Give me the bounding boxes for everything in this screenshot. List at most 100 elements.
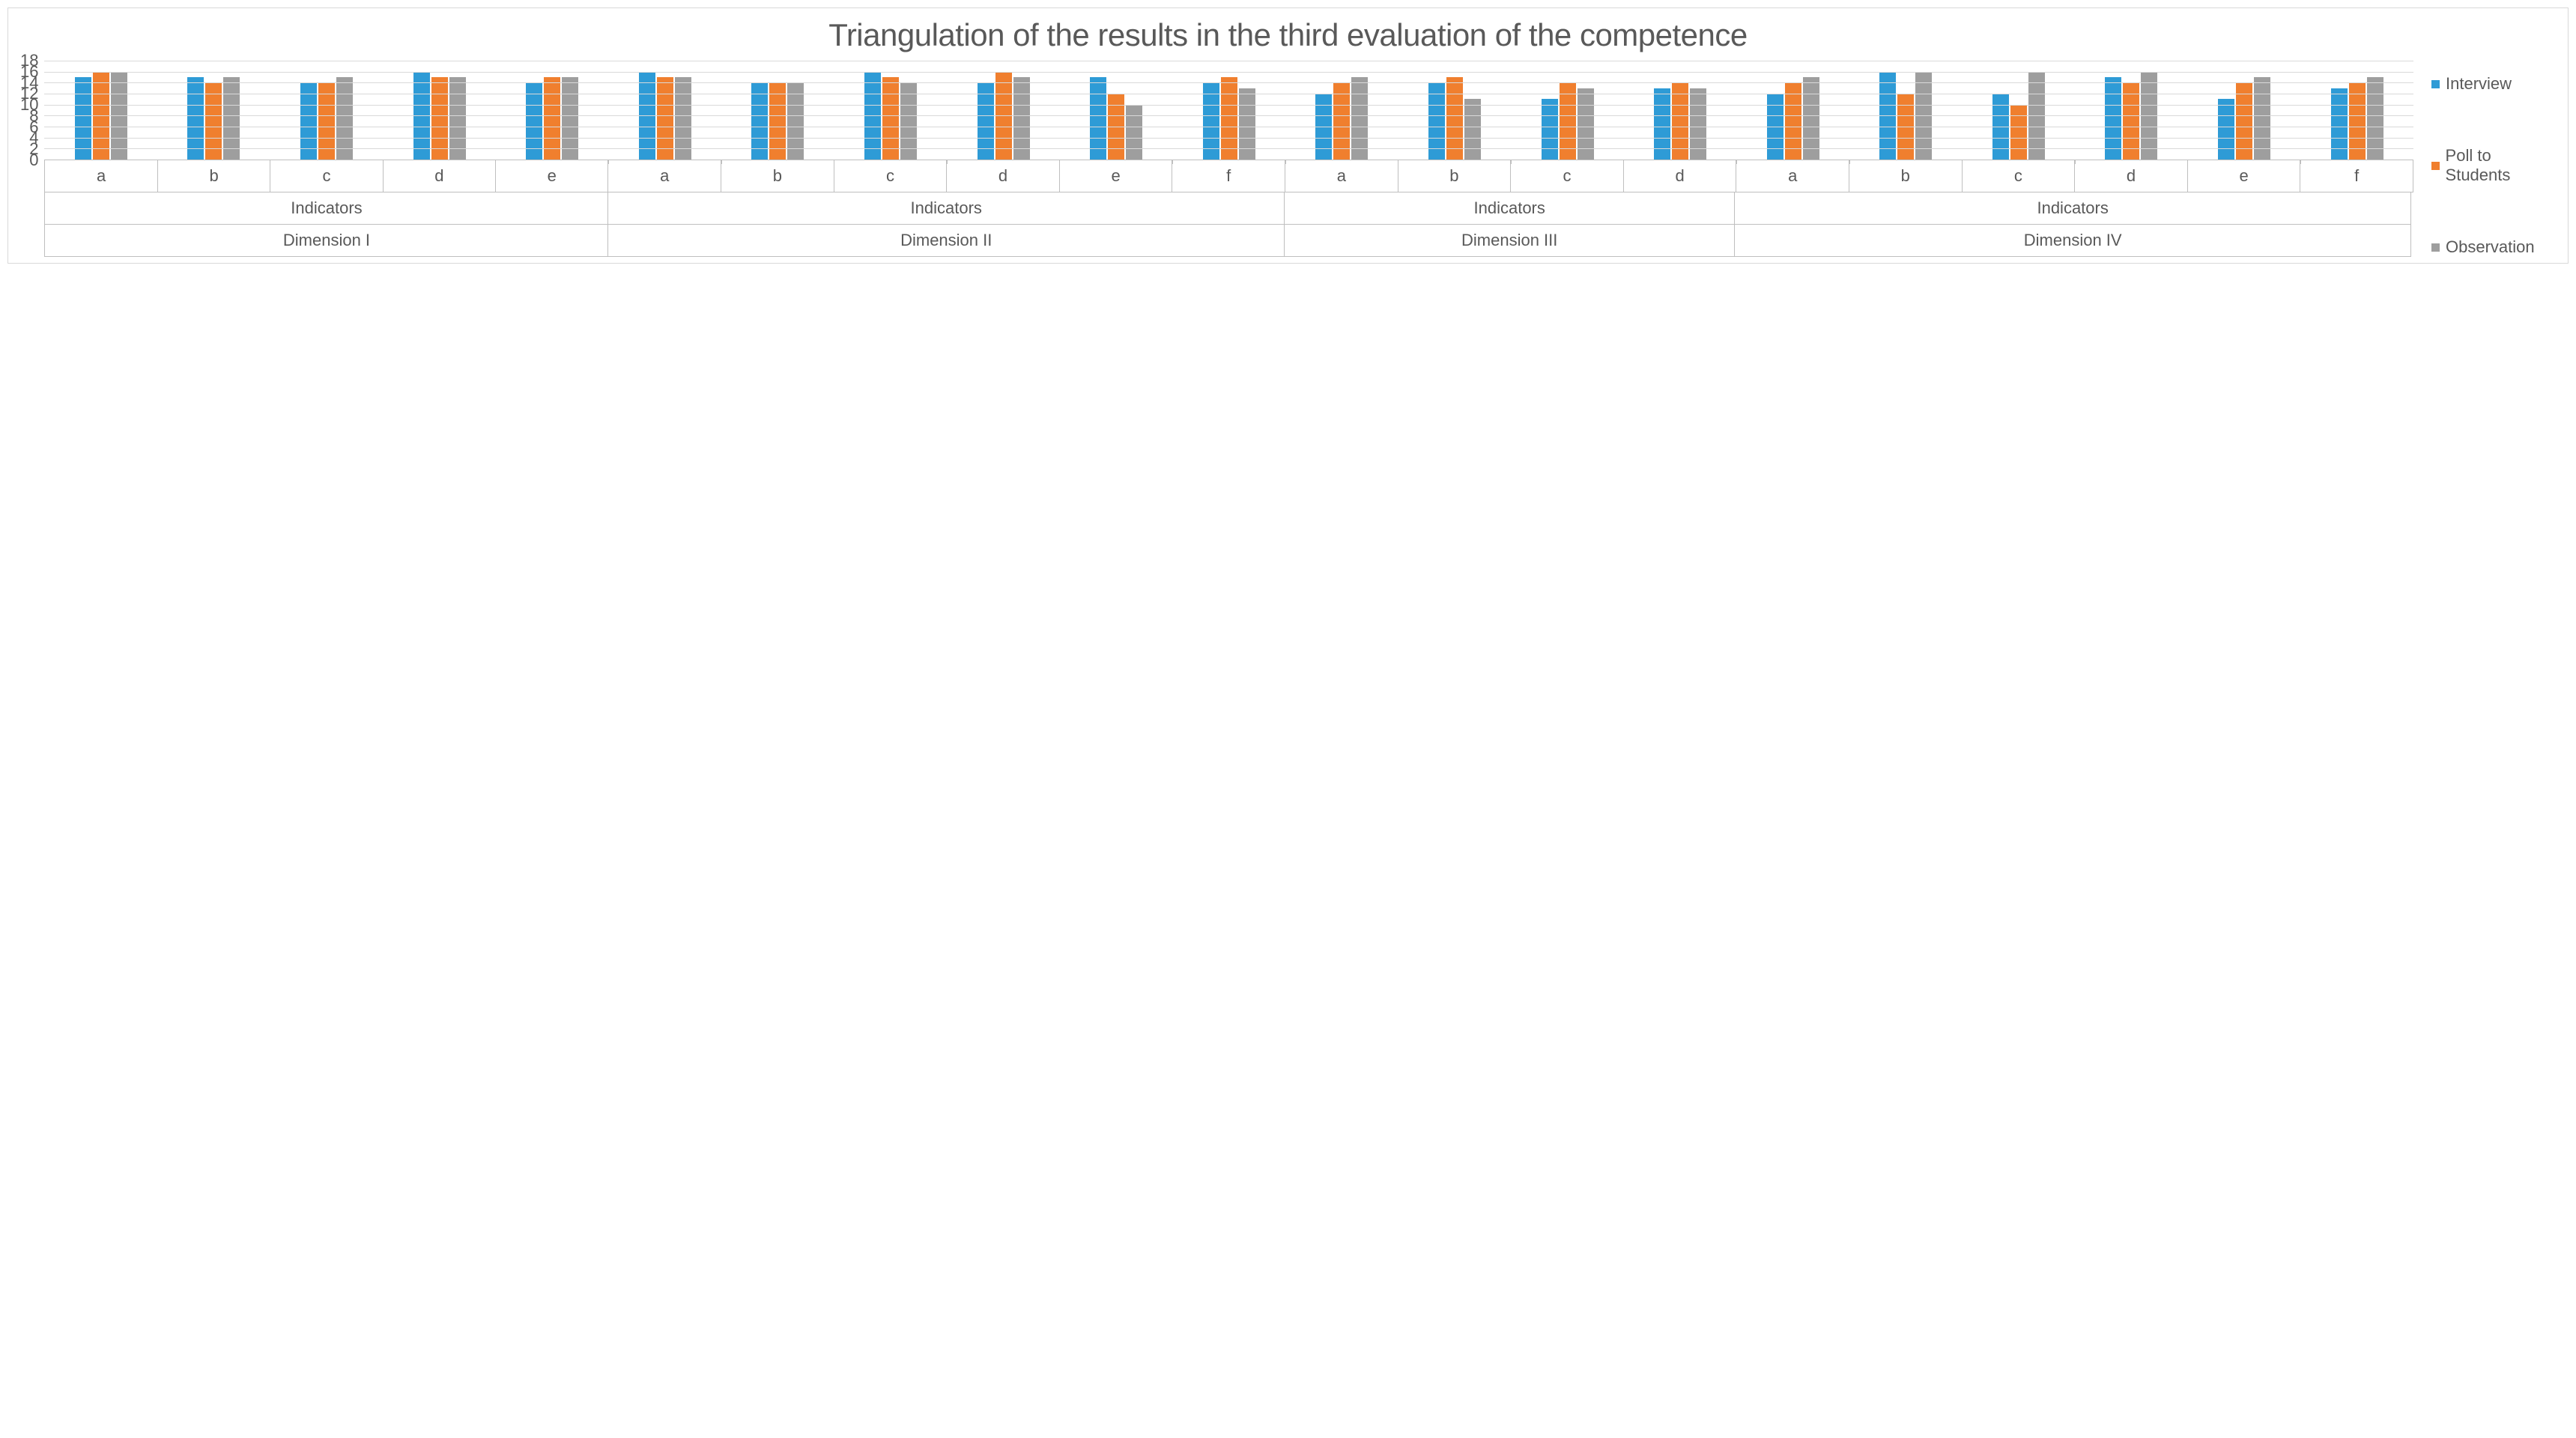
bar bbox=[1464, 99, 1481, 160]
bar bbox=[882, 77, 899, 160]
bar-group bbox=[721, 61, 834, 160]
x-dimension-label: Dimension I bbox=[44, 225, 608, 257]
bars-layer bbox=[44, 61, 2413, 160]
x-indicators-heading: Indicators bbox=[1734, 192, 2411, 225]
tick-slot bbox=[1850, 160, 1963, 164]
tick-slot bbox=[1736, 160, 1849, 164]
bar-group bbox=[1285, 61, 1398, 160]
gridline bbox=[44, 115, 2413, 116]
dimension-ticks bbox=[1736, 160, 2413, 164]
tick-slot bbox=[44, 160, 157, 164]
tick-slot bbox=[1173, 160, 1285, 164]
bar-group bbox=[2075, 61, 2188, 160]
bar-group bbox=[1398, 61, 1512, 160]
bar bbox=[2254, 77, 2270, 160]
bar-group bbox=[834, 61, 948, 160]
bar-group bbox=[1849, 61, 1963, 160]
x-indicators-heading: Indicators bbox=[44, 192, 608, 225]
bar-group bbox=[1511, 61, 1624, 160]
bar-group bbox=[947, 61, 1060, 160]
bar bbox=[449, 77, 466, 160]
legend-swatch bbox=[2431, 243, 2440, 252]
legend-label: Observation bbox=[2446, 237, 2535, 257]
tick-slot bbox=[1963, 160, 2075, 164]
x-indicator-label: c bbox=[1510, 160, 1624, 192]
bar bbox=[1446, 77, 1463, 160]
bar-group bbox=[44, 61, 157, 160]
bar-group bbox=[1060, 61, 1173, 160]
x-dimension-label: Dimension II bbox=[607, 225, 1285, 257]
plot-area bbox=[44, 61, 2413, 160]
tick-slot bbox=[2188, 160, 2300, 164]
bar bbox=[431, 77, 448, 160]
x-indicator-label: a bbox=[1285, 160, 1398, 192]
legend-item: Interview bbox=[2431, 74, 2556, 94]
bar-group bbox=[157, 61, 270, 160]
x-indicator-label: d bbox=[2074, 160, 2188, 192]
bar bbox=[2105, 77, 2121, 160]
plot-row: 181614121086420 bbox=[20, 61, 2413, 160]
x-indicator-label: b bbox=[1398, 160, 1512, 192]
legend-label: Interview bbox=[2446, 74, 2512, 94]
tick-slot bbox=[608, 160, 721, 164]
x-dim-block: abcd bbox=[1285, 160, 1736, 192]
tick-slot bbox=[158, 160, 270, 164]
x-indicator-label: d bbox=[383, 160, 496, 192]
x-dim-block: abcdef bbox=[1736, 160, 2413, 192]
x-indicator-label: c bbox=[1962, 160, 2076, 192]
tick-slot bbox=[270, 160, 383, 164]
bar bbox=[1126, 105, 1142, 160]
x-indicator-label: e bbox=[1059, 160, 1173, 192]
tick-layer bbox=[44, 160, 2413, 164]
bar bbox=[675, 77, 691, 160]
x-indicator-label: b bbox=[157, 160, 270, 192]
tick-slot bbox=[2076, 160, 2188, 164]
x-indicator-label: a bbox=[44, 160, 157, 192]
bar-group bbox=[1963, 61, 2076, 160]
bar bbox=[1542, 99, 1558, 160]
bar bbox=[1351, 77, 1368, 160]
bar bbox=[1221, 77, 1237, 160]
x-indicator-label: e bbox=[2187, 160, 2301, 192]
bar bbox=[2010, 105, 2027, 160]
x-indicator-label: e bbox=[495, 160, 608, 192]
legend: InterviewPoll to StudentsObservation bbox=[2413, 61, 2556, 257]
x-indicators-heading: Indicators bbox=[607, 192, 1285, 225]
x-row-dimensions: Dimension IDimension IIDimension IIIDime… bbox=[44, 225, 2413, 257]
bar bbox=[75, 77, 91, 160]
chart-container: Triangulation of the results in the thir… bbox=[7, 7, 2569, 264]
tick-slot bbox=[384, 160, 496, 164]
bar bbox=[1090, 77, 1106, 160]
tick-slot bbox=[1060, 160, 1172, 164]
x-row-indicators: abcdeabcdefabcdabcdef bbox=[44, 160, 2413, 192]
bar bbox=[336, 77, 353, 160]
x-indicator-label: b bbox=[721, 160, 834, 192]
bar-group bbox=[270, 61, 384, 160]
bar bbox=[544, 77, 560, 160]
legend-swatch bbox=[2431, 80, 2440, 88]
bar bbox=[1803, 77, 1819, 160]
dimension-ticks bbox=[44, 160, 608, 164]
dimension-ticks bbox=[1285, 160, 1736, 164]
bar-group bbox=[383, 61, 496, 160]
bar-group bbox=[1172, 61, 1285, 160]
bar-group bbox=[2300, 61, 2413, 160]
bar-group bbox=[2188, 61, 2301, 160]
tick-slot bbox=[722, 160, 834, 164]
dimension-block bbox=[44, 61, 608, 160]
bar bbox=[1013, 77, 1030, 160]
legend-swatch bbox=[2431, 162, 2440, 170]
tick-slot bbox=[1512, 160, 1624, 164]
legend-item: Observation bbox=[2431, 237, 2556, 257]
x-dim-block: abcdef bbox=[608, 160, 1285, 192]
bar bbox=[2367, 77, 2383, 160]
gridline bbox=[44, 72, 2413, 73]
bar-group bbox=[608, 61, 721, 160]
x-indicator-label: f bbox=[2300, 160, 2413, 192]
x-axis-layers: abcdeabcdefabcdabcdefIndicatorsIndicator… bbox=[20, 160, 2413, 257]
bar-group bbox=[1736, 61, 1849, 160]
dimension-ticks bbox=[608, 160, 1285, 164]
x-indicator-label: d bbox=[1623, 160, 1737, 192]
x-dimension-label: Dimension III bbox=[1284, 225, 1735, 257]
gridline bbox=[44, 105, 2413, 106]
